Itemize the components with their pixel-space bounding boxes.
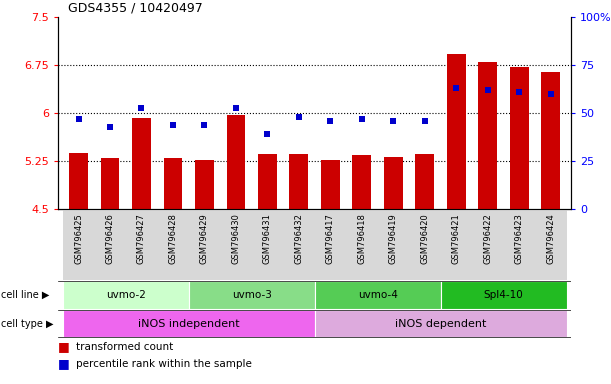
Text: uvmo-2: uvmo-2: [106, 290, 145, 300]
Bar: [227, 114, 246, 209]
Point: [452, 85, 461, 91]
Bar: [164, 158, 183, 209]
Bar: [126, 209, 157, 280]
Text: Spl4-10: Spl4-10: [484, 290, 524, 300]
Point: [137, 104, 147, 111]
Text: GSM796428: GSM796428: [169, 213, 177, 264]
Bar: [441, 281, 566, 309]
Bar: [290, 154, 309, 209]
Bar: [220, 209, 252, 280]
Point: [389, 118, 398, 124]
Text: iNOS dependent: iNOS dependent: [395, 318, 486, 329]
Text: GSM796421: GSM796421: [452, 213, 461, 263]
Point: [546, 91, 556, 97]
Text: uvmo-3: uvmo-3: [232, 290, 272, 300]
Text: uvmo-4: uvmo-4: [357, 290, 398, 300]
Bar: [94, 209, 126, 280]
Text: cell line ▶: cell line ▶: [1, 290, 49, 300]
Text: GSM796418: GSM796418: [357, 213, 367, 264]
Bar: [132, 118, 151, 209]
Bar: [535, 209, 566, 280]
Bar: [472, 209, 503, 280]
Text: GSM796424: GSM796424: [546, 213, 555, 263]
Point: [357, 116, 367, 122]
Bar: [101, 158, 119, 209]
Text: ■: ■: [58, 358, 70, 370]
Bar: [189, 209, 220, 280]
Bar: [447, 54, 466, 209]
Text: GSM796426: GSM796426: [106, 213, 114, 264]
Bar: [315, 310, 566, 338]
Text: GSM796427: GSM796427: [137, 213, 146, 264]
Text: GSM796425: GSM796425: [74, 213, 83, 263]
Bar: [252, 209, 283, 280]
Text: transformed count: transformed count: [76, 341, 174, 352]
Text: GSM796420: GSM796420: [420, 213, 430, 263]
Text: GSM796431: GSM796431: [263, 213, 272, 264]
Text: ■: ■: [58, 340, 70, 353]
Bar: [409, 209, 441, 280]
Bar: [510, 66, 529, 209]
Text: GSM796432: GSM796432: [295, 213, 304, 264]
Bar: [441, 209, 472, 280]
Bar: [258, 154, 277, 209]
Text: GSM796430: GSM796430: [232, 213, 241, 264]
Text: percentile rank within the sample: percentile rank within the sample: [76, 359, 252, 369]
Point: [483, 87, 492, 93]
Bar: [541, 72, 560, 209]
Bar: [63, 209, 94, 280]
Text: GSM796423: GSM796423: [515, 213, 524, 264]
Text: GSM796419: GSM796419: [389, 213, 398, 263]
Point: [168, 122, 178, 128]
Text: cell type ▶: cell type ▶: [1, 318, 53, 329]
Bar: [321, 160, 340, 209]
Bar: [195, 160, 214, 209]
Text: GSM796422: GSM796422: [483, 213, 492, 263]
Bar: [63, 281, 189, 309]
Point: [514, 89, 524, 95]
Bar: [415, 154, 434, 209]
Point: [231, 104, 241, 111]
Bar: [378, 209, 409, 280]
Text: GDS4355 / 10420497: GDS4355 / 10420497: [68, 2, 203, 15]
Point: [200, 122, 210, 128]
Bar: [189, 281, 315, 309]
Text: GSM796429: GSM796429: [200, 213, 209, 263]
Bar: [346, 209, 378, 280]
Bar: [69, 153, 88, 209]
Bar: [353, 155, 371, 209]
Point: [420, 118, 430, 124]
Bar: [315, 281, 441, 309]
Bar: [157, 209, 189, 280]
Bar: [478, 62, 497, 209]
Point: [73, 116, 83, 122]
Point: [105, 124, 115, 130]
Bar: [503, 209, 535, 280]
Bar: [315, 209, 346, 280]
Text: iNOS independent: iNOS independent: [138, 318, 240, 329]
Bar: [384, 157, 403, 209]
Point: [294, 114, 304, 120]
Bar: [63, 310, 315, 338]
Point: [263, 131, 273, 137]
Point: [326, 118, 335, 124]
Text: GSM796417: GSM796417: [326, 213, 335, 264]
Bar: [283, 209, 315, 280]
